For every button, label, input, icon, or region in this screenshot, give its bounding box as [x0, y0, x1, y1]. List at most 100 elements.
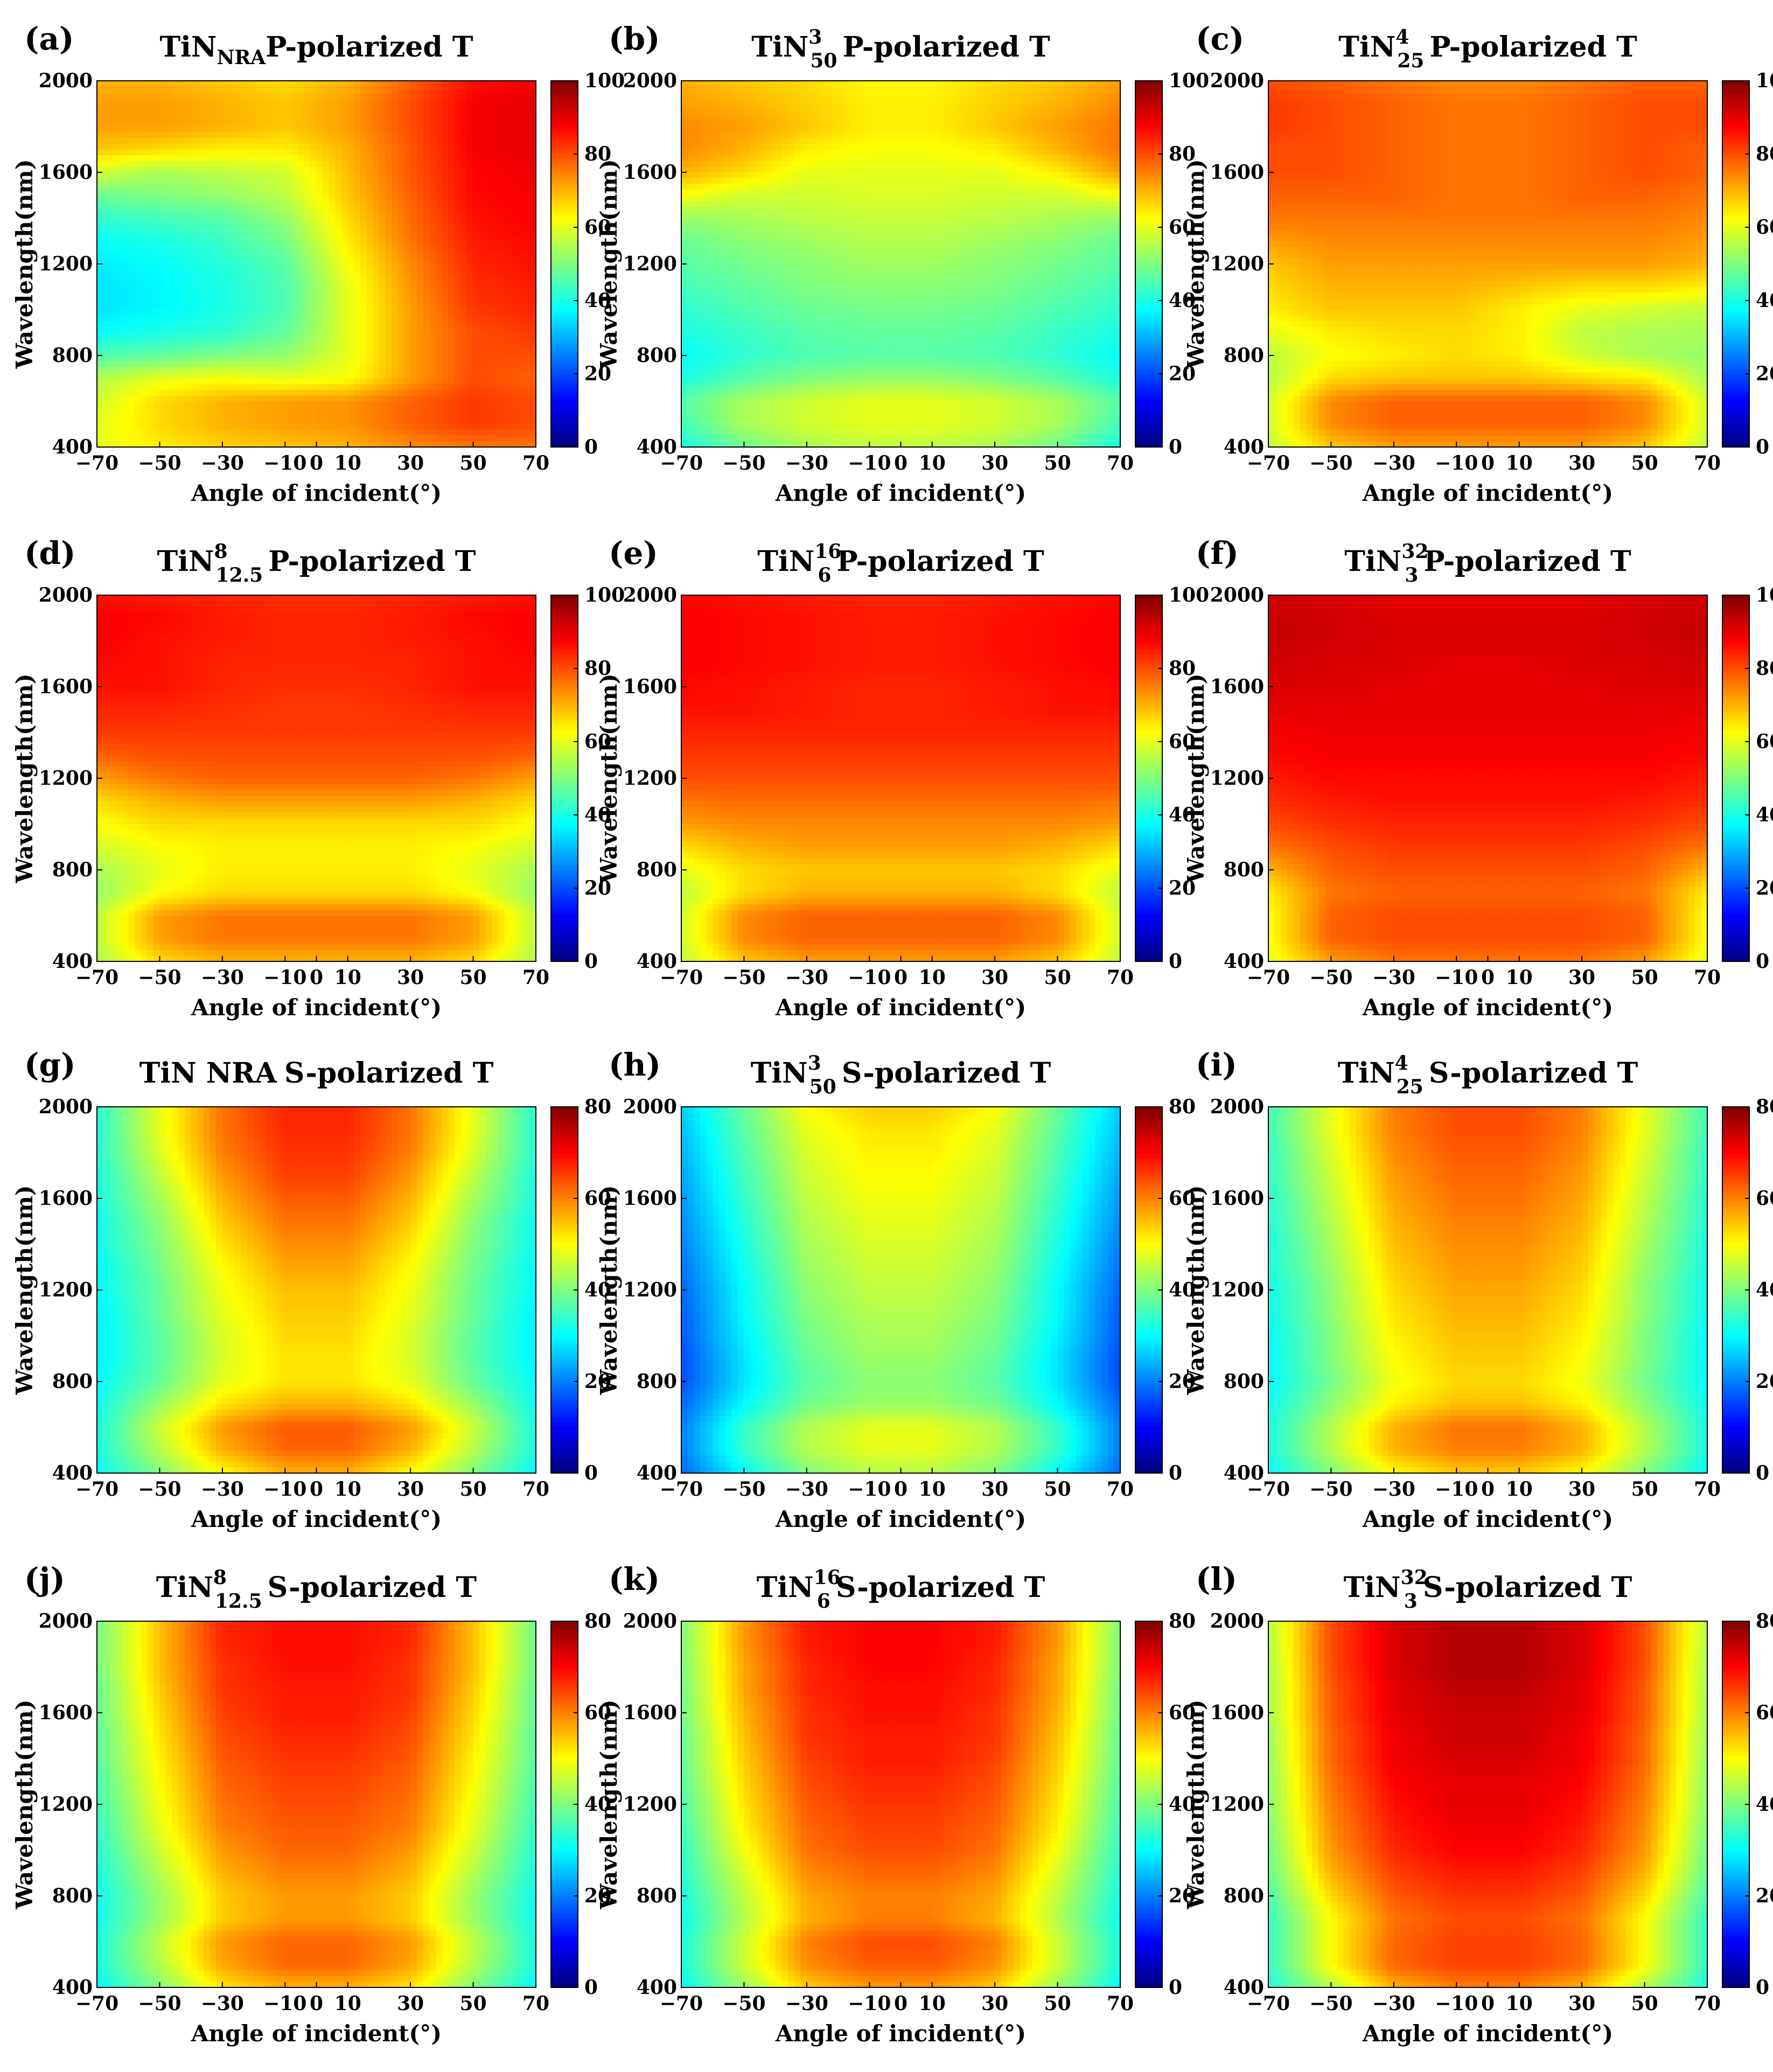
heatmap-cell	[888, 87, 895, 93]
heatmap-cell	[486, 418, 492, 424]
heatmap-cell	[122, 436, 129, 442]
heatmap-cell	[517, 413, 523, 418]
heatmap-cell	[254, 350, 260, 355]
heatmap-cell	[97, 430, 103, 436]
heatmap-cell	[700, 92, 707, 98]
heatmap-cell	[122, 258, 129, 264]
heatmap-cell	[398, 247, 404, 253]
heatmap-cell	[895, 98, 901, 104]
heatmap-cell	[511, 298, 517, 304]
heatmap-cell	[505, 229, 511, 235]
heatmap-cell	[373, 212, 379, 218]
heatmap-cell	[329, 338, 336, 344]
heatmap-cell	[323, 384, 329, 390]
heatmap-cell	[386, 384, 392, 390]
heatmap-cell	[222, 190, 229, 196]
heatmap-cell	[172, 224, 179, 230]
heatmap-cell	[159, 235, 166, 241]
heatmap-cell	[505, 253, 511, 259]
heatmap-cell	[386, 229, 392, 235]
heatmap-cell	[498, 166, 505, 172]
heatmap-cell	[254, 333, 260, 339]
heatmap-cell	[329, 212, 336, 218]
heatmap-cell	[436, 310, 442, 316]
heatmap-cell	[216, 401, 222, 407]
heatmap-cell	[386, 144, 392, 150]
heatmap-cell	[460, 121, 467, 127]
heatmap-cell	[511, 379, 517, 385]
heatmap-cell	[335, 98, 341, 104]
heatmap-cell	[135, 235, 141, 241]
heatmap-cell	[116, 424, 122, 430]
heatmap-cell	[191, 333, 198, 339]
heatmap-cell	[329, 436, 336, 442]
heatmap-cell	[392, 115, 398, 121]
heatmap-cell	[455, 190, 461, 196]
heatmap-cell	[354, 138, 360, 144]
heatmap-cell	[141, 413, 148, 418]
heatmap-cell	[254, 184, 260, 190]
heatmap-cell	[479, 258, 486, 264]
heatmap-cell	[241, 338, 248, 344]
heatmap-cell	[191, 327, 198, 333]
heatmap-cell	[204, 138, 210, 144]
heatmap-cell	[122, 367, 129, 373]
heatmap-cell	[135, 201, 141, 207]
heatmap-cell	[128, 327, 135, 333]
heatmap-cell	[166, 344, 172, 350]
heatmap-cell	[498, 275, 505, 281]
heatmap-cell	[329, 379, 336, 385]
heatmap-cell	[373, 287, 379, 293]
heatmap-cell	[109, 327, 116, 333]
heatmap-cell	[172, 441, 179, 447]
heatmap-cell	[511, 355, 517, 361]
heatmap-cell	[386, 361, 392, 367]
heatmap-cell	[511, 109, 517, 115]
heatmap-cell	[436, 212, 442, 218]
heatmap-cell	[153, 212, 160, 218]
heatmap-cell	[360, 104, 367, 110]
heatmap-cell	[159, 212, 166, 218]
heatmap-cell	[141, 321, 148, 327]
heatmap-cell	[429, 207, 436, 213]
heatmap-cell	[517, 430, 523, 436]
heatmap-cell	[417, 390, 423, 396]
heatmap-cell	[511, 224, 517, 230]
colorbar-step	[551, 143, 578, 147]
heatmap-cell	[153, 413, 160, 418]
heatmap-cell	[128, 104, 135, 110]
heatmap-cell	[473, 333, 480, 339]
heatmap-cell	[386, 201, 392, 207]
heatmap-cell	[467, 196, 473, 201]
colorbar-step	[551, 308, 578, 312]
heatmap-cell	[404, 321, 411, 327]
heatmap-cell	[135, 224, 141, 230]
heatmap-cell	[291, 424, 298, 430]
heatmap-cell	[166, 109, 172, 115]
heatmap-cell	[511, 92, 517, 98]
colorbar-step	[551, 260, 578, 264]
heatmap-cell	[266, 155, 273, 161]
heatmap-cell	[254, 247, 260, 253]
heatmap-cell	[367, 344, 373, 350]
heatmap-cell	[204, 413, 210, 418]
heatmap-cell	[323, 390, 329, 396]
heatmap-cell	[97, 350, 103, 355]
heatmap-cell	[517, 407, 523, 413]
heatmap-cell	[216, 201, 222, 207]
heatmap-cell	[517, 424, 523, 430]
heatmap-cell	[216, 253, 222, 259]
heatmap-cell	[191, 418, 198, 424]
heatmap-cell	[304, 327, 310, 333]
heatmap-cell	[241, 413, 248, 418]
heatmap-cell	[172, 355, 179, 361]
heatmap-cell	[241, 287, 248, 293]
heatmap-cell	[819, 81, 826, 87]
heatmap-cell	[279, 436, 285, 442]
heatmap-cell	[235, 264, 241, 270]
heatmap-cell	[273, 424, 279, 430]
heatmap-cell	[310, 350, 317, 355]
heatmap-cell	[517, 418, 523, 424]
heatmap-cell	[329, 316, 336, 322]
heatmap-cell	[498, 270, 505, 276]
